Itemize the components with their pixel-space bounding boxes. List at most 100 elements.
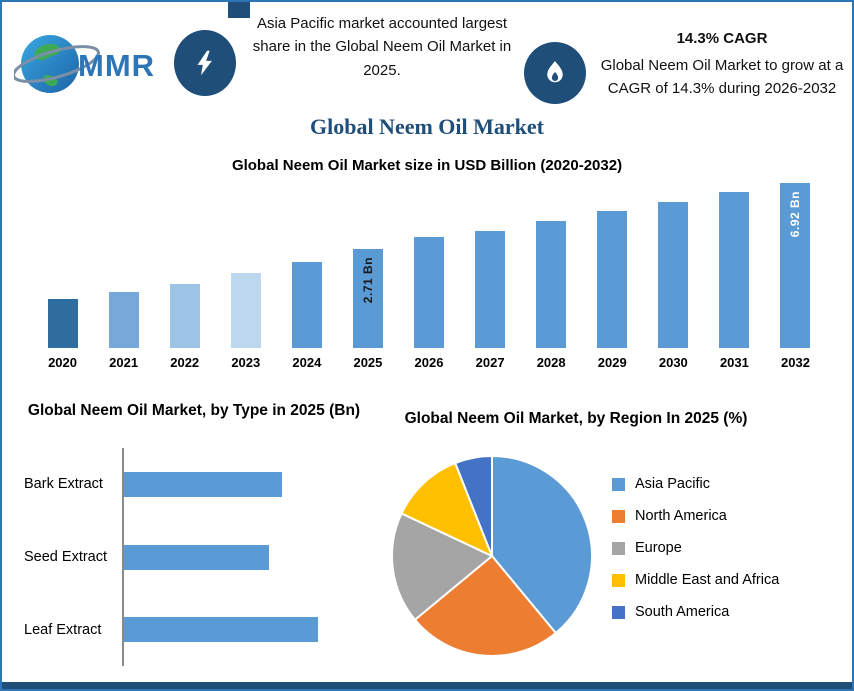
bar-2020	[47, 299, 78, 348]
x-axis-label: 2028	[536, 355, 566, 370]
legend-label: North America	[635, 508, 727, 524]
pie-slice-europe	[391, 512, 494, 622]
bar-2021	[108, 292, 139, 348]
hbar-plot-area	[122, 593, 382, 667]
hbar-plot-area	[122, 520, 382, 594]
highlight-note-right: Global Neem Oil Market to grow at a CAGR…	[600, 57, 844, 97]
bar-wrap	[597, 178, 628, 348]
hbar-plot-area	[122, 448, 382, 521]
bar-value-label: 2.71 Bn	[360, 257, 375, 304]
bar-2031	[719, 192, 750, 348]
globe-icon: MMR	[12, 35, 155, 93]
x-axis-label: 2022	[170, 355, 200, 370]
x-axis-label: 2023	[231, 355, 261, 370]
bar-2025: 2.71 Bn	[352, 249, 383, 348]
bar-wrap	[719, 178, 750, 348]
pie-legend: Asia Pacific North America Europe Middle Ea…	[612, 476, 779, 620]
legend-item-asia-pacific: Asia Pacific	[612, 476, 779, 492]
x-axis-label: 2024	[292, 355, 322, 370]
legend-label: Asia Pacific	[635, 476, 710, 492]
highlight-note-left: Asia Pacific market accounted largest sh…	[252, 15, 512, 79]
pie-slice-north-america	[413, 554, 558, 657]
bar-wrap	[475, 178, 506, 348]
legend-item-middle-east-and-africa: Middle East and Africa	[612, 572, 779, 588]
x-axis-label: 2020	[48, 355, 77, 370]
hbar-seed-extract	[124, 544, 269, 570]
x-axis-label: 2027	[475, 355, 505, 370]
page-title: Global Neem Oil Market	[309, 114, 544, 139]
bar-2022	[169, 284, 200, 348]
bar-wrap	[47, 178, 78, 348]
pie-slice-south-america	[453, 454, 493, 557]
legend-item-north-america: North America	[612, 508, 779, 524]
bar-column-2029: 2029	[582, 178, 643, 374]
bar-wrap	[414, 178, 444, 348]
bar-wrap	[658, 178, 689, 348]
type-chart-title: Global Neem Oil Market, by Type in 2025 …	[27, 402, 361, 419]
bar-value-label: 6.92 Bn	[788, 191, 803, 238]
cagr-title: 14.3% CAGR	[676, 30, 768, 47]
pie-slice-middle-east-and-africa	[400, 461, 494, 558]
hbar-row: Leaf Extract	[16, 593, 382, 667]
legend-label: Middle East and Africa	[635, 572, 780, 588]
bar-column-2025: 2.71 Bn 2025	[337, 178, 398, 374]
bar-column-2023: 2023	[215, 178, 276, 374]
bar-column-2028: 2028	[521, 178, 582, 374]
pie-slice-asia-pacific	[491, 454, 593, 635]
bar-2032: 6.92 Bn	[780, 183, 811, 348]
hbar-category-label: Bark Extract	[24, 476, 103, 493]
bar-column-2027: 2027	[460, 178, 521, 374]
legend-swatch	[612, 477, 625, 491]
hbar-category-label: Seed Extract	[24, 549, 108, 565]
bar-wrap: 6.92 Bn	[780, 178, 811, 348]
bar-2027	[475, 231, 506, 348]
bar-column-2032: 6.92 Bn 2032	[765, 178, 826, 374]
bar-column-2030: 2030	[643, 178, 704, 374]
bar-column-2031: 2031	[704, 178, 765, 374]
hbar-bark-extract	[124, 471, 282, 497]
bar-2024	[291, 262, 322, 348]
mmr-logo: MMR	[12, 24, 172, 104]
hbar-row: Bark Extract	[16, 448, 382, 521]
type-horizontal-bar-chart: Bark Extract Seed Extract Leaf Extract	[16, 448, 382, 667]
bar-column-2024: 2024	[276, 178, 337, 374]
legend-swatch	[612, 541, 625, 555]
logo-text: MMR	[78, 48, 155, 83]
bar-wrap: 2.71 Bn	[352, 178, 383, 348]
bar-column-2021: 2021	[93, 178, 154, 374]
x-axis-label: 2021	[109, 355, 139, 370]
bar-2028	[536, 221, 567, 348]
x-axis-label: 2025	[353, 355, 383, 370]
flame-icon	[524, 42, 586, 104]
bar-column-2020: 2020	[32, 178, 93, 374]
bar-wrap	[536, 178, 567, 348]
market-size-bar-chart: 2020 2021 2022 2023 2024 2.71 Bn 2025 2026 2027 2…	[32, 178, 826, 374]
bar-column-2022: 2022	[154, 178, 215, 374]
x-axis-label: 2026	[414, 355, 444, 370]
bar-2029	[597, 211, 628, 348]
legend-item-europe: Europe	[612, 540, 779, 556]
hbar-leaf-extract	[124, 617, 318, 643]
legend-swatch	[612, 573, 625, 587]
decorative-square	[228, 2, 250, 18]
x-axis-label: 2032	[781, 355, 810, 370]
bottom-accent-bar	[2, 682, 852, 689]
hbar-category-label: Leaf Extract	[24, 621, 102, 638]
legend-label: Europe	[635, 540, 682, 556]
legend-swatch	[612, 509, 625, 523]
hbar-row: Seed Extract	[16, 520, 382, 594]
bar-wrap	[169, 178, 200, 348]
bar-column-2026: 2026	[398, 178, 459, 374]
legend-label: South America	[635, 604, 730, 620]
legend-item-south-america: South America	[612, 604, 779, 620]
x-axis-label: 2030	[658, 355, 688, 370]
bar-wrap	[291, 178, 322, 348]
bar-wrap	[108, 178, 139, 348]
x-axis-label: 2031	[719, 355, 749, 370]
bar-2023	[230, 273, 261, 348]
region-chart-title: Global Neem Oil Market, by Region In 202…	[404, 410, 748, 427]
region-pie-chart	[391, 454, 593, 657]
x-axis-label: 2029	[597, 355, 627, 370]
bar-chart-title: Global Neem Oil Market size in USD Billi…	[231, 157, 623, 174]
